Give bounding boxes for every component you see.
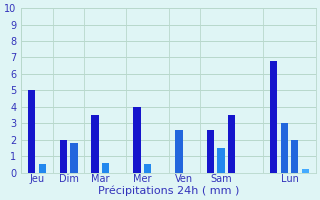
Bar bbox=[39, 164, 46, 173]
Bar bbox=[102, 163, 109, 173]
Bar bbox=[281, 123, 288, 173]
Bar bbox=[70, 143, 77, 173]
Bar bbox=[207, 130, 214, 173]
Bar bbox=[302, 169, 309, 173]
Bar bbox=[144, 164, 151, 173]
Bar bbox=[218, 148, 225, 173]
Bar bbox=[60, 140, 67, 173]
Bar bbox=[175, 130, 183, 173]
Bar bbox=[291, 140, 299, 173]
Bar bbox=[28, 90, 36, 173]
Bar bbox=[228, 115, 235, 173]
X-axis label: Précipitations 24h ( mm ): Précipitations 24h ( mm ) bbox=[98, 185, 239, 196]
Bar bbox=[270, 61, 277, 173]
Bar bbox=[91, 115, 99, 173]
Bar bbox=[133, 107, 141, 173]
